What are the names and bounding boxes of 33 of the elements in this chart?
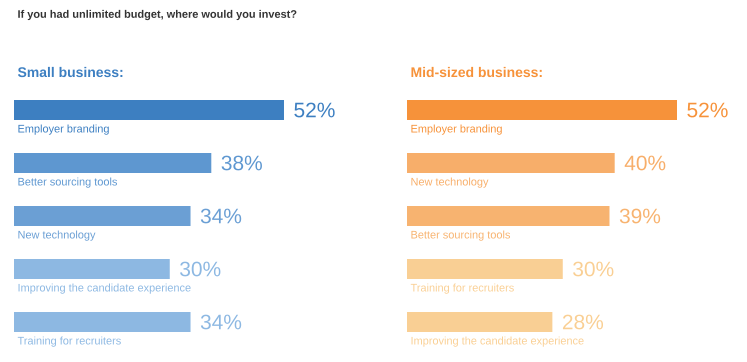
bar [14, 153, 212, 173]
data-label: 52% [687, 102, 728, 118]
y-tick-label: Employer branding [411, 124, 502, 135]
bar [14, 312, 191, 332]
bar [407, 312, 552, 332]
y-tick-label: New technology [18, 230, 96, 241]
bar [14, 206, 191, 226]
data-label: 30% [573, 262, 614, 276]
data-label: 34% [200, 314, 242, 330]
data-label: 30% [180, 262, 220, 276]
bar [407, 153, 615, 173]
y-tick-label: New technology [411, 178, 488, 188]
y-tick-label: Training for recruiters [18, 336, 121, 347]
bar [407, 100, 677, 120]
bar [14, 259, 170, 279]
data-label: 38% [222, 156, 262, 170]
y-tick-label: Employer branding [18, 124, 109, 135]
data-label: 40% [624, 156, 666, 170]
data-label: 39% [620, 208, 660, 224]
bar [407, 206, 610, 226]
chart-subtitle: Mid-sized business: [411, 66, 542, 78]
bar [407, 259, 563, 279]
y-tick-label: Improving the candidate experience [412, 336, 584, 347]
chart-subtitle: Small business: [18, 66, 122, 78]
data-label: 28% [562, 314, 604, 330]
bar [14, 100, 284, 120]
y-tick-label: Improving the candidate experience [18, 284, 191, 294]
y-tick-label: Better sourcing tools [411, 230, 510, 241]
data-label: 52% [294, 102, 335, 118]
y-tick-label: Better sourcing tools [18, 178, 117, 188]
y-tick-label: Training for recruiters [410, 284, 514, 294]
chart-title: If you had unlimited budget, where would you invest? [18, 10, 296, 20]
data-label: 34% [200, 208, 242, 224]
